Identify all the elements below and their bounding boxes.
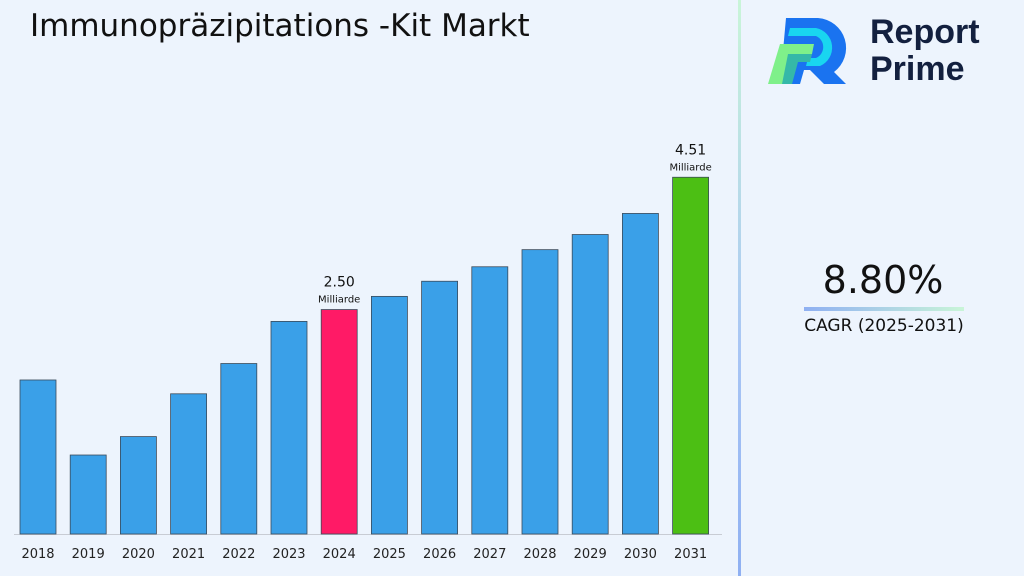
x-tick-label: 2025 bbox=[373, 547, 406, 562]
bar-2018 bbox=[19, 379, 57, 535]
x-tick-label: 2029 bbox=[574, 547, 607, 562]
bar-2022 bbox=[220, 363, 258, 535]
x-tick-label: 2021 bbox=[172, 547, 205, 562]
report-prime-logo: Report Prime bbox=[766, 14, 1016, 94]
chart-title: Immunopräzipitations -Kit Markt bbox=[30, 8, 530, 44]
x-tick-label: 2018 bbox=[21, 547, 54, 562]
x-tick-label: 2023 bbox=[272, 547, 305, 562]
x-tick-label: 2022 bbox=[222, 547, 255, 562]
x-tick-label: 2028 bbox=[523, 547, 556, 562]
bar-2023 bbox=[270, 320, 308, 535]
bar-2020 bbox=[120, 436, 157, 535]
brand-line2: Prime bbox=[870, 50, 965, 88]
bar-2031 bbox=[672, 176, 709, 535]
divider bbox=[738, 0, 741, 576]
x-tick-label: 2027 bbox=[473, 547, 506, 562]
x-tick-label: 2026 bbox=[423, 547, 456, 562]
x-tick-label: 2020 bbox=[122, 547, 155, 562]
x-tick-label: 2031 bbox=[674, 547, 707, 562]
cagr-underline bbox=[804, 307, 964, 311]
brand-line1: Report bbox=[870, 13, 980, 51]
data-label-unit: Milliarde bbox=[669, 162, 711, 173]
data-label-value: 4.51 bbox=[675, 142, 706, 158]
x-tick-label: 2019 bbox=[72, 547, 105, 562]
logo-mark-icon bbox=[768, 18, 847, 84]
bar-chart: 2018 2019 2020 2021 2022 2023 2024 2.50 Milliard… bbox=[14, 142, 722, 562]
data-label-unit: Milliarde bbox=[318, 295, 360, 306]
cagr-label: CAGR (2025-2031) bbox=[804, 316, 964, 336]
x-tick-label: 2024 bbox=[323, 547, 356, 562]
bar-2026 bbox=[421, 280, 459, 535]
bar-2028 bbox=[521, 249, 559, 535]
bar-2029 bbox=[571, 234, 609, 535]
bar-2019 bbox=[69, 454, 107, 535]
x-tick-label: 2030 bbox=[624, 547, 657, 562]
bar-2030 bbox=[622, 213, 659, 535]
bar-2021 bbox=[170, 393, 208, 535]
data-label-value: 2.50 bbox=[324, 275, 355, 291]
bar-2025 bbox=[370, 295, 408, 535]
bar-2027 bbox=[471, 266, 509, 535]
bar-2024 bbox=[320, 309, 358, 535]
cagr-value: 8.80% bbox=[822, 258, 944, 302]
